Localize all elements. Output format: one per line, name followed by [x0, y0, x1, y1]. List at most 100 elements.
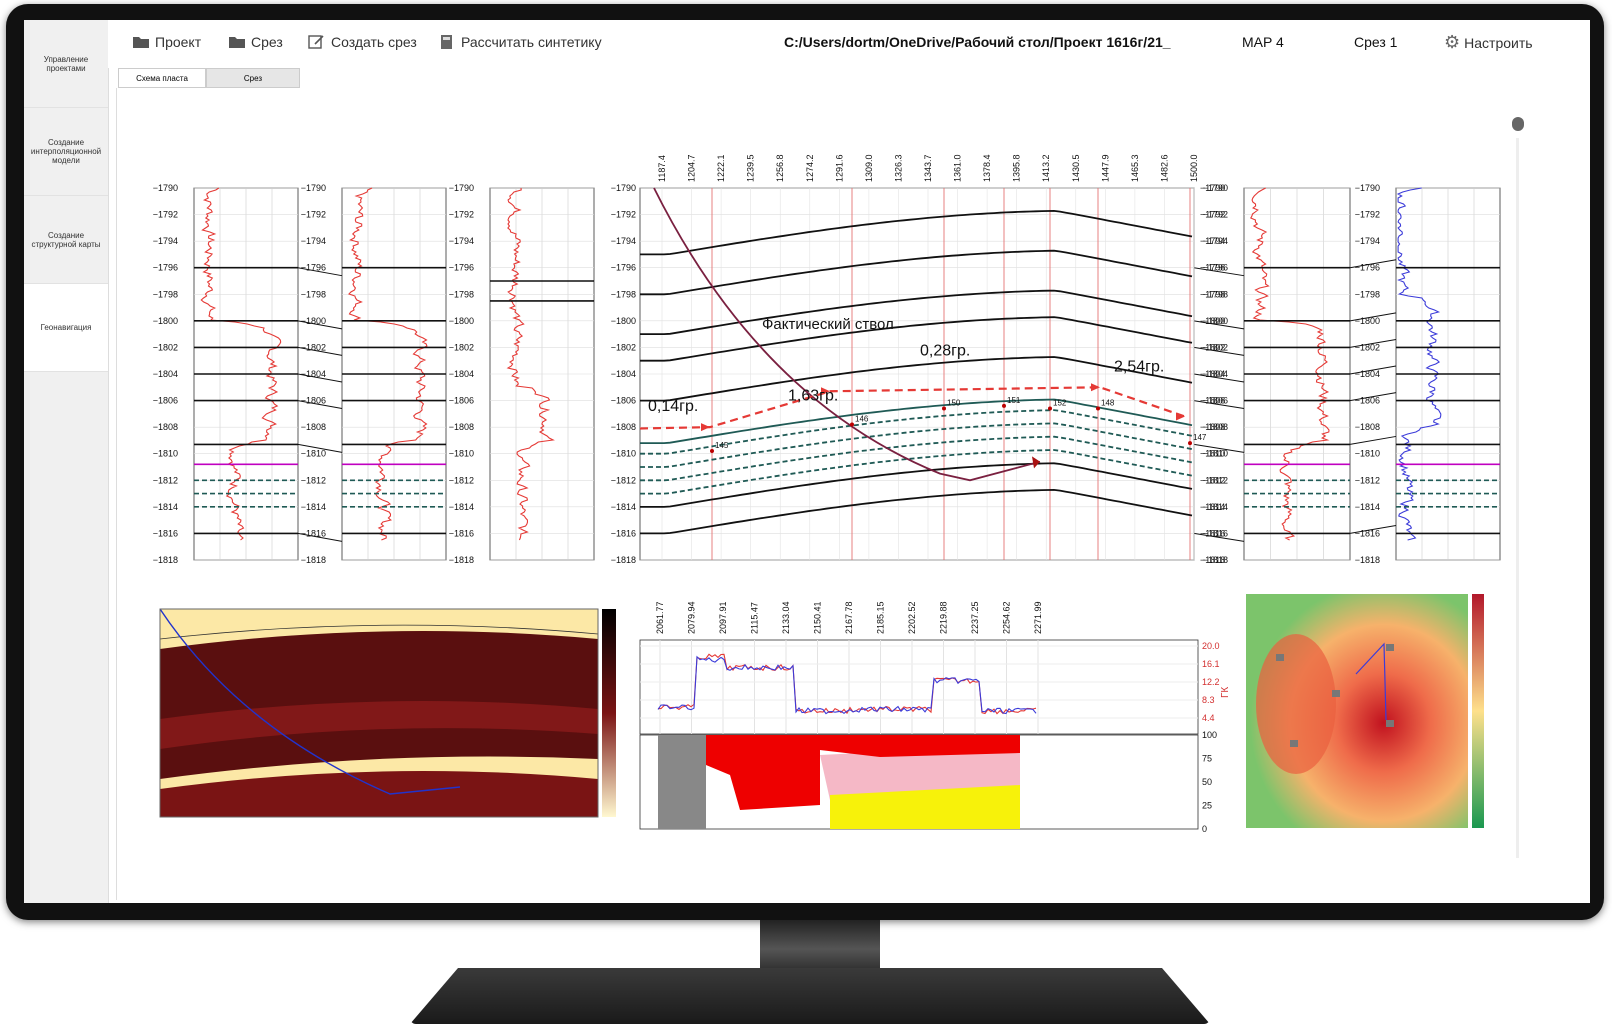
dashed-layer-curve — [640, 435, 1193, 482]
correlation-connector — [1193, 532, 1245, 542]
depth-tick-label: −1812 — [153, 475, 178, 485]
create-slice-button[interactable]: Создать срез — [308, 34, 417, 50]
lithology-pink — [820, 745, 1020, 800]
well-symbol-icon — [1386, 720, 1394, 727]
settings-button[interactable]: ⚙ Настроить — [1444, 32, 1533, 53]
depth-tick-label: −1818 — [301, 555, 326, 565]
depth-tick-label: −1800 — [611, 316, 636, 326]
gk-tick-label: 8.3 — [1202, 695, 1215, 705]
calculator-icon — [441, 35, 452, 49]
depth-tick-label: −1806 — [449, 396, 474, 406]
depth-tick-label: −1800 — [1203, 316, 1228, 326]
md-tick-label: 1447.9 — [1100, 154, 1110, 182]
correlation-connector — [1349, 259, 1397, 269]
log-curve — [1250, 187, 1330, 541]
depth-tick-label: −1800 — [301, 316, 326, 326]
calc-synthetic-button-label: Рассчитать синтетику — [461, 34, 602, 50]
tab-slice[interactable]: Срез — [206, 68, 300, 88]
marker-dot — [710, 449, 714, 454]
lithology-chart: 100 75 50 25 0 — [639, 730, 1217, 834]
well-symbol-icon — [1386, 644, 1394, 651]
pct-tick-label: 100 — [1202, 730, 1217, 740]
depth-tick-label: −1792 — [449, 210, 474, 220]
md-tick-label: 1222.1 — [716, 154, 726, 182]
marker-dot — [1096, 406, 1100, 411]
gk-chart: 2061.77 2079.94 2097.91 2115.47 2133.04 2150.… — [639, 601, 1231, 735]
depth-tick-label: −1812 — [1200, 475, 1225, 485]
log-curve — [348, 187, 428, 541]
arrow-icon — [1091, 383, 1100, 392]
sidebar-item-geonavigation[interactable]: Геонавигация — [24, 284, 108, 372]
gk-curve — [658, 653, 1037, 715]
sidebar-item-label: Создание интерполяционной модели — [30, 138, 102, 165]
tab-reservoir-scheme[interactable]: Схема пласта — [118, 68, 206, 88]
depth-tick-label: −1798 — [449, 289, 474, 299]
md-tick-label: 1465.3 — [1130, 154, 1140, 182]
depth-tick-label: −1796 — [1200, 263, 1225, 273]
horizon-curve — [640, 289, 1193, 336]
sidebar-item-interpolation-model[interactable]: Создание интерполяционной модели — [24, 108, 108, 196]
md-tick-label: 2202.52 — [907, 601, 917, 634]
calc-synthetic-button[interactable]: Рассчитать синтетику — [438, 34, 602, 50]
md-tick-label: 1326.3 — [893, 154, 903, 182]
correlation-connector — [1349, 365, 1397, 375]
depth-tick-label: −1792 — [611, 210, 636, 220]
pct-tick-label: 0 — [1202, 824, 1207, 834]
depth-tick-label: −1816 — [301, 528, 326, 538]
depth-tick-label: −1796 — [449, 263, 474, 273]
seismic-band-mid — [160, 701, 598, 749]
depth-tick-label: −1810 — [1200, 449, 1225, 459]
slice-button[interactable]: Срез — [228, 34, 283, 50]
depth-tick-label: −1818 — [1200, 555, 1225, 565]
marker-label: 151 — [1007, 396, 1021, 405]
depth-tick-label: −1812 — [1355, 475, 1380, 485]
gk-curve — [657, 655, 1037, 715]
folder-icon — [229, 37, 245, 48]
map-trajectory — [1355, 642, 1387, 721]
depth-tick-label: −1812 — [449, 475, 474, 485]
horizon-line — [159, 624, 599, 640]
angle-label-4: 2,54гр. — [1114, 358, 1164, 375]
depth-tick-label: −1794 — [611, 236, 636, 246]
arrow-icon — [1176, 412, 1185, 421]
marker-dot — [1002, 403, 1006, 408]
md-tick-label: 2185.15 — [876, 601, 886, 634]
lithology-yellow — [830, 785, 1020, 829]
depth-tick-label: −1790 — [611, 183, 636, 193]
sidebar-item-projects[interactable]: Управление проектами — [24, 20, 108, 108]
depth-tick-label: −1790 — [153, 183, 178, 193]
correlation-connector — [297, 443, 343, 453]
md-tick-label: 2079.94 — [687, 601, 697, 634]
pct-tick-label: 50 — [1202, 777, 1212, 787]
md-tick-label: 1239.5 — [746, 154, 756, 182]
marker-dot — [1048, 406, 1052, 411]
depth-tick-label: −1806 — [1355, 396, 1380, 406]
depth-tick-label: −1796 — [301, 263, 326, 273]
md-tick-label: 1500.0 — [1189, 154, 1199, 182]
dashed-layer-curve — [640, 409, 1193, 455]
depth-tick-label: −1814 — [301, 502, 326, 512]
md-tick-label: 1309.0 — [864, 154, 874, 182]
correlation-connector — [1193, 443, 1245, 453]
md-tick-label: 1187.4 — [657, 155, 667, 182]
horizon-curve — [640, 488, 1193, 535]
md-tick-label: 1413.2 — [1041, 154, 1051, 182]
depth-tick-label: −1818 — [1203, 555, 1228, 565]
project-button[interactable]: Проект — [132, 34, 201, 50]
gear-icon: ⚙ — [1444, 32, 1461, 52]
top-layer-curve — [640, 398, 1193, 445]
toolbar: Проект Срез Создать срез Рассчитать синт… — [108, 20, 1590, 68]
depth-tick-label: −1796 — [1203, 263, 1228, 273]
angle-label-2: 1,63гр. — [788, 388, 838, 405]
md-tick-label: 2167.78 — [844, 601, 854, 634]
horizon-curve — [640, 209, 1193, 256]
depth-tick-label: −1808 — [1355, 422, 1380, 432]
depth-tick-label: −1810 — [1355, 449, 1380, 459]
scrollbar-thumb[interactable] — [1512, 117, 1524, 131]
scrollbar-track[interactable] — [1516, 138, 1519, 858]
marker-label: 150 — [947, 399, 961, 408]
map-colorbar — [1472, 594, 1484, 828]
depth-tick-label: −1816 — [1203, 528, 1228, 538]
sidebar-item-structural-map[interactable]: Создание структурной карты — [24, 196, 108, 284]
depth-tick-label: −1792 — [1200, 210, 1225, 220]
